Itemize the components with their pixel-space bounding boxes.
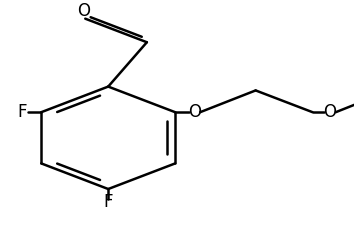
Text: O: O xyxy=(77,2,90,20)
Text: F: F xyxy=(17,103,27,121)
Text: O: O xyxy=(188,103,201,121)
Text: F: F xyxy=(104,193,113,211)
Text: O: O xyxy=(323,103,337,121)
